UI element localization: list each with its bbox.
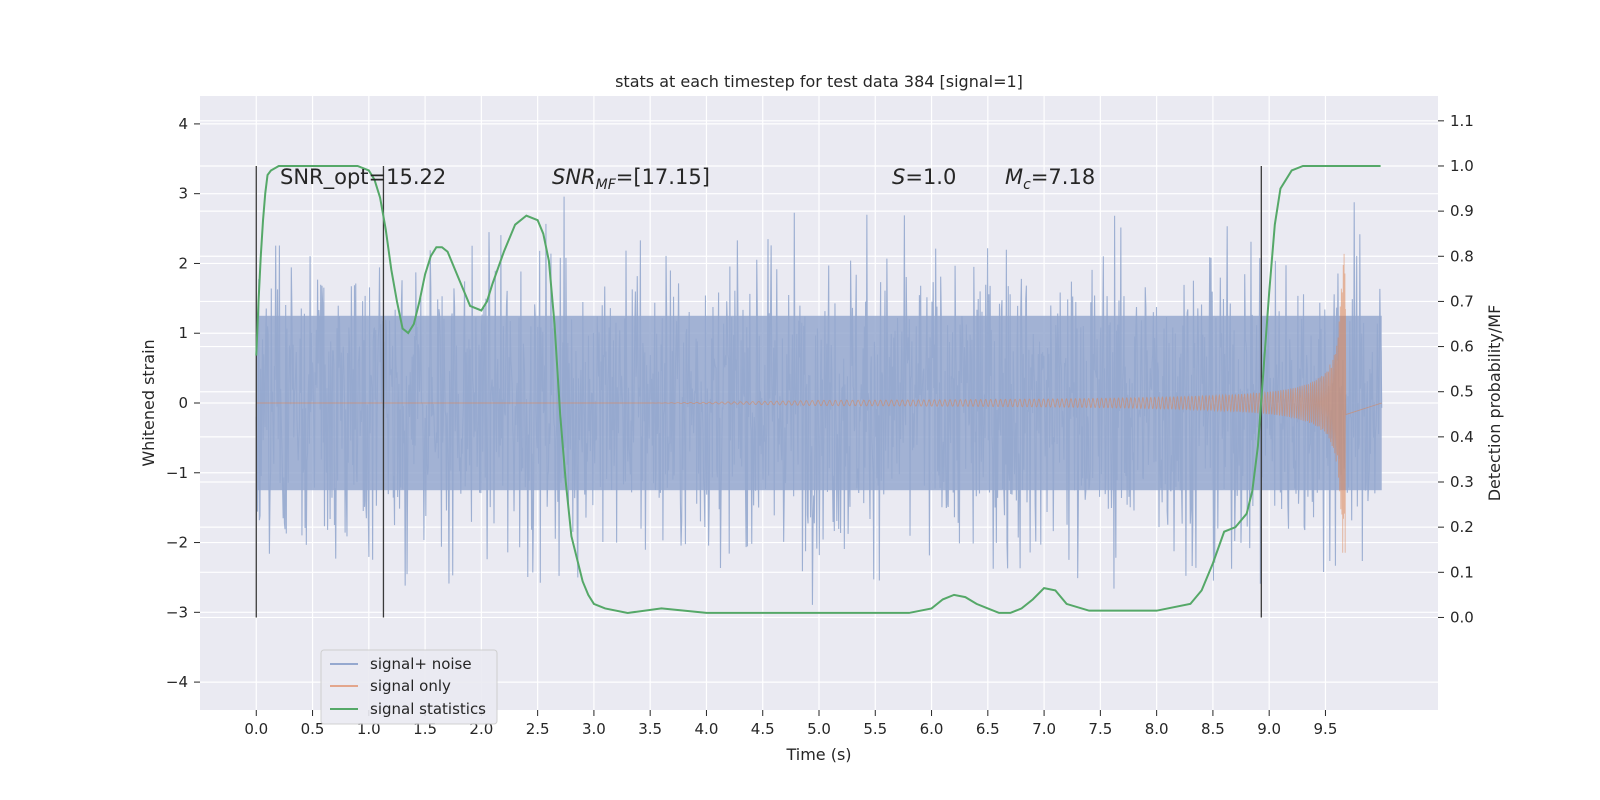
x-tick-label: 7.5 — [1088, 720, 1112, 738]
legend-box — [320, 649, 498, 725]
signal-only-series — [256, 253, 1382, 553]
legend-label-stats: signal statistics — [370, 700, 486, 718]
x-tick-label: 8.5 — [1201, 720, 1225, 738]
x-tick-label: 4.5 — [751, 720, 775, 738]
x-tick-label: 9.5 — [1314, 720, 1338, 738]
y-tick-label: 3 — [178, 185, 188, 203]
y2-tick-label: 0.1 — [1450, 563, 1474, 581]
x-tick-label: 3.0 — [582, 720, 606, 738]
y-tick-label: −2 — [166, 534, 188, 552]
annotation-snr-mf: SNRMF=[17.15] — [552, 165, 710, 193]
x-tick-label: 0.5 — [301, 720, 325, 738]
annotation-snr-opt: SNR_opt=15.22 — [280, 165, 446, 190]
y-tick-label: 4 — [178, 115, 188, 133]
x-tick-label: 4.0 — [695, 720, 719, 738]
y2-axis-ticks: 1.1 1.0 0.9 0.8 0.7 0.6 0.5 0.4 0.3 0.2 0.1 0.0 — [1438, 112, 1474, 626]
x-tick-label: 9.0 — [1257, 720, 1281, 738]
y-tick-label: −1 — [166, 464, 188, 482]
x-tick-label: 6.0 — [920, 720, 944, 738]
y-tick-label: 1 — [178, 324, 188, 342]
y2-tick-label: 1.0 — [1450, 157, 1474, 175]
legend: signal+ noise signal only signal statist… — [320, 649, 498, 725]
y2-tick-label: 0.6 — [1450, 338, 1474, 356]
annotation-mc: Mc=7.18 — [1005, 165, 1095, 193]
legend-label-noise: signal+ noise — [370, 655, 472, 673]
y-tick-label: 2 — [178, 254, 188, 272]
y2-tick-label: 0.5 — [1450, 383, 1474, 401]
x-tick-label: 5.5 — [863, 720, 887, 738]
y2-tick-label: 0.0 — [1450, 608, 1474, 626]
y-axis-ticks: 4 3 2 1 0 −1 −2 −3 −4 — [166, 115, 200, 691]
y2-tick-label: 0.9 — [1450, 202, 1474, 220]
x-axis-label: Time (s) — [785, 745, 851, 764]
y2-tick-label: 0.8 — [1450, 247, 1474, 265]
y2-tick-label: 0.2 — [1450, 518, 1474, 536]
x-tick-label: 5.0 — [807, 720, 831, 738]
y-tick-label: 0 — [178, 394, 188, 412]
y2-tick-label: 0.4 — [1450, 428, 1474, 446]
y-tick-label: −3 — [166, 603, 188, 621]
x-tick-label: 6.5 — [976, 720, 1000, 738]
signal-only-trace — [256, 253, 1382, 553]
x-tick-label: 3.5 — [638, 720, 662, 738]
y-tick-label: −4 — [166, 673, 188, 691]
x-tick-label: 8.0 — [1145, 720, 1169, 738]
legend-label-signal: signal only — [370, 677, 451, 695]
y2-axis-label: Detection probability/MF — [1485, 305, 1504, 502]
chart-title: stats at each timestep for test data 384… — [615, 72, 1023, 91]
y2-tick-label: 0.3 — [1450, 473, 1474, 491]
x-tick-label: 2.5 — [526, 720, 550, 738]
y-axis-label: Whitened strain — [139, 339, 158, 466]
signal-statistics-series — [255, 164, 1381, 614]
x-tick-label: 0.0 — [244, 720, 268, 738]
x-tick-label: 7.0 — [1032, 720, 1056, 738]
statistics-line — [255, 164, 1381, 614]
annotation-s: S=1.0 — [892, 165, 956, 189]
y2-tick-label: 1.1 — [1450, 112, 1474, 130]
y2-tick-label: 0.7 — [1450, 292, 1474, 310]
